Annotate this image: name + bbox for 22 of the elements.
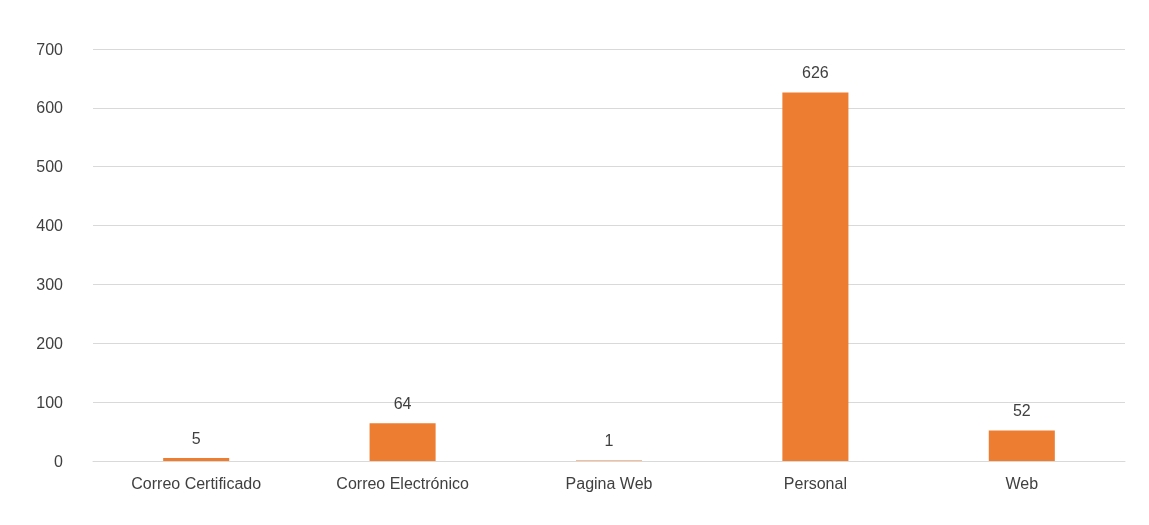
bar — [988, 430, 1055, 461]
x-tick-label: Pagina Web — [565, 474, 653, 492]
data-label: 1 — [604, 431, 614, 449]
y-tick-label: 100 — [36, 393, 64, 411]
y-tick-label: 300 — [36, 275, 64, 293]
bar — [369, 423, 436, 461]
x-tick-label: Web — [1005, 474, 1039, 492]
x-tick-label: Correo Certificado — [131, 474, 262, 492]
y-tick-label: 200 — [36, 334, 64, 352]
y-tick-label: 700 — [36, 40, 64, 58]
bar — [782, 92, 849, 461]
y-tick-label: 400 — [36, 217, 64, 235]
x-tick-label: Personal — [783, 474, 847, 492]
y-tick-label: 0 — [54, 452, 64, 470]
data-label: 5 — [191, 429, 201, 447]
y-tick-label: 600 — [36, 99, 64, 117]
bar — [163, 458, 230, 461]
data-label: 626 — [802, 64, 829, 82]
data-label: 64 — [393, 394, 412, 412]
y-tick-label: 500 — [36, 158, 64, 176]
x-tick-label: Correo Electrónico — [336, 474, 469, 492]
data-label: 52 — [1012, 401, 1031, 419]
